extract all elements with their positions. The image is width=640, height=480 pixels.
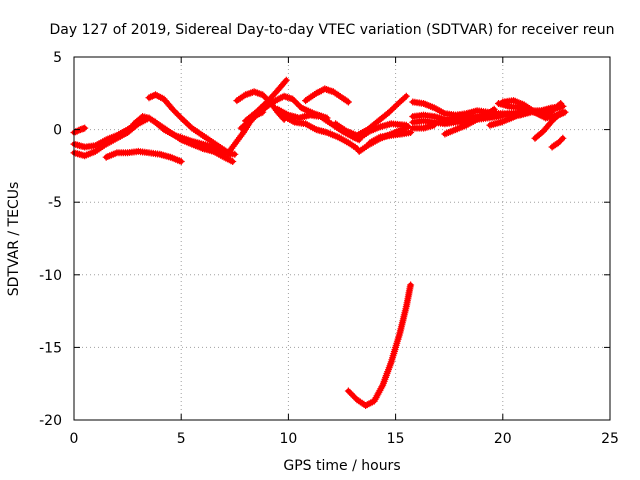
series-arc-3 [70, 124, 89, 136]
series-arc-8 [188, 140, 237, 165]
series-markers [366, 129, 415, 147]
y-tick-labels: 5 0 -5 -10 -15 -20 [39, 50, 62, 429]
series-arc-29 [531, 108, 569, 142]
series-arc-7 [152, 118, 239, 158]
y-tick-label: 5 [53, 50, 62, 66]
series-markers [548, 134, 567, 151]
y-axis-label: SDTVAR / TECUs [6, 182, 22, 297]
series-markers [280, 113, 361, 152]
x-tick-label: 20 [494, 431, 512, 447]
series-arc-13 [274, 105, 363, 144]
y-tick-label: -5 [48, 195, 62, 211]
series-arc-14 [280, 113, 361, 152]
x-tick-label: 10 [279, 431, 297, 447]
series-markers [441, 105, 498, 138]
axis-ticks [73, 56, 611, 421]
series-markers [302, 85, 352, 106]
y-tick-label: -15 [39, 340, 62, 356]
series-markers [188, 140, 237, 165]
x-tick-label: 5 [177, 431, 186, 447]
series-arc-25 [441, 105, 498, 138]
series-markers [274, 105, 363, 144]
series-arc-6 [145, 91, 234, 158]
data-series [70, 76, 569, 409]
series-markers [409, 121, 438, 132]
x-tick-label: 25 [601, 431, 619, 447]
series-arc-15 [302, 85, 352, 106]
series-arc-20 [344, 281, 415, 409]
series-arc-19 [366, 129, 415, 147]
series-markers [145, 91, 234, 158]
plot-frame [73, 56, 611, 421]
series-markers [152, 118, 239, 158]
x-tick-label: 0 [70, 431, 79, 447]
series-arc-24 [409, 121, 438, 132]
series-markers [102, 147, 185, 165]
chart-title: Day 127 of 2019, Sidereal Day-to-day VTE… [49, 22, 614, 38]
series-markers [233, 88, 288, 123]
x-tick-labels: 0 5 10 15 20 25 [70, 431, 619, 447]
series-markers [355, 120, 410, 142]
y-tick-label: -20 [39, 413, 62, 429]
series-arc-30 [548, 134, 567, 151]
series-arc-18 [355, 120, 410, 142]
x-axis-label: GPS time / hours [283, 458, 400, 474]
series-arc-4 [102, 147, 185, 165]
y-tick-label: -10 [39, 268, 62, 284]
series-markers [344, 281, 415, 409]
x-tick-label: 15 [387, 431, 405, 447]
series-markers [531, 108, 569, 142]
y-tick-label: 0 [53, 123, 62, 139]
